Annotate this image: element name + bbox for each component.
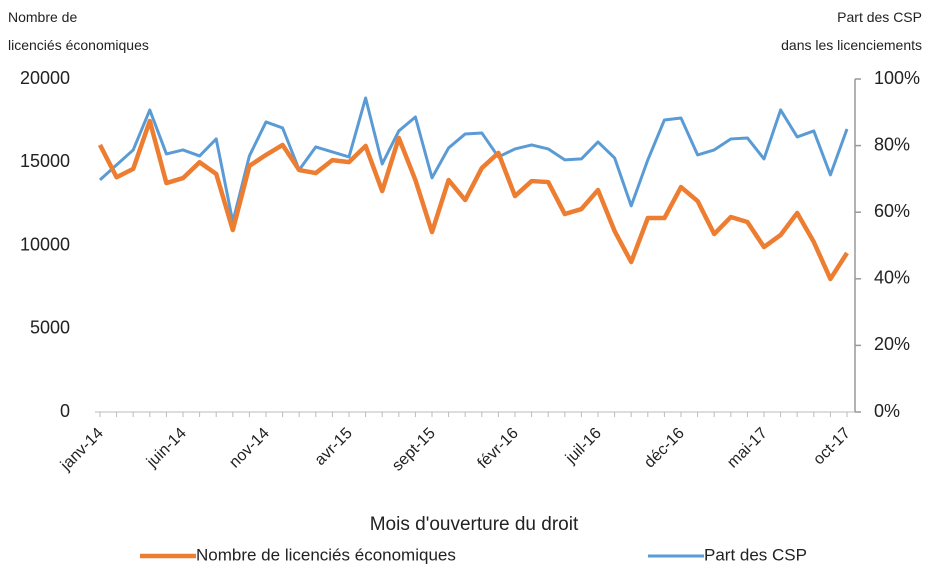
- x-tick-label: nov-14: [226, 425, 273, 472]
- legend-label: Nombre de licenciés économiques: [196, 545, 456, 564]
- y-tick-label: 15000: [20, 151, 70, 171]
- y2-tick-label: 20%: [874, 334, 910, 354]
- x-tick-label: déc-16: [641, 425, 688, 472]
- legend-label: Part des CSP: [704, 545, 807, 564]
- y2-tick-label: 60%: [874, 201, 910, 221]
- x-tick-label: mai-17: [724, 425, 771, 472]
- series-line: [98, 96, 849, 224]
- y2-axis-title: dans les licenciements: [781, 37, 922, 53]
- y-tick-label: 20000: [20, 68, 70, 88]
- x-tick-label: avr-15: [312, 425, 356, 469]
- y-tick-label: 10000: [20, 234, 70, 254]
- x-tick-label: sept-15: [389, 425, 439, 475]
- y2-tick-label: 100%: [874, 68, 920, 88]
- y-tick-label: 0: [60, 401, 70, 421]
- x-tick-label: oct-17: [810, 425, 854, 469]
- y2-axis-title: Part des CSP: [837, 9, 922, 25]
- y2-tick-label: 0%: [874, 401, 900, 421]
- x-tick-label: juil-16: [562, 425, 605, 468]
- y-axis-title: licenciés économiques: [8, 37, 149, 53]
- y-tick-label: 5000: [30, 318, 70, 338]
- y-axis-title: Nombre de: [8, 9, 77, 25]
- y2-tick-label: 40%: [874, 268, 910, 288]
- x-tick-label: juin-14: [143, 425, 190, 472]
- x-tick-label: janv-14: [57, 425, 107, 475]
- series-line: [97, 118, 849, 282]
- x-tick-label: févr-16: [475, 425, 522, 472]
- x-axis-title: Mois d'ouverture du droit: [370, 514, 579, 535]
- y2-tick-label: 80%: [874, 134, 910, 154]
